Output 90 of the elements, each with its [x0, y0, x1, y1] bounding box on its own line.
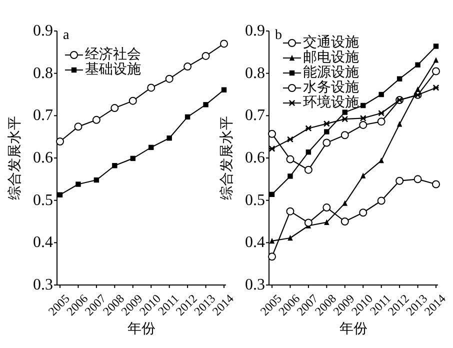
x-axis-title: 年份 — [340, 321, 368, 337]
point — [415, 62, 420, 68]
point — [359, 120, 368, 129]
point — [378, 110, 385, 116]
point — [128, 96, 137, 105]
point — [286, 136, 294, 143]
legend-label: 水务设施 — [303, 80, 359, 96]
point — [396, 121, 402, 127]
x-axis-title: 年份 — [128, 321, 156, 337]
point — [415, 86, 420, 92]
point — [286, 155, 294, 164]
point — [360, 114, 366, 122]
legend-label: 环境设施 — [303, 94, 359, 110]
point — [304, 218, 312, 227]
legend-label: 邮电设施 — [303, 50, 359, 66]
point — [342, 200, 348, 206]
point — [94, 177, 100, 183]
y-tick-label: 0.4 — [245, 234, 265, 252]
point — [288, 174, 293, 179]
chart-title: a — [63, 28, 70, 43]
point — [360, 102, 366, 108]
y-tick-label: 0.9 — [33, 22, 53, 40]
point — [288, 234, 293, 241]
point — [359, 208, 368, 217]
legend-label: 交通设施 — [303, 34, 359, 50]
point — [378, 157, 384, 164]
chart-title: b — [275, 28, 282, 43]
point — [268, 252, 276, 261]
point — [202, 52, 210, 60]
point — [269, 238, 275, 244]
point — [304, 166, 312, 174]
legend-label: 基础设施 — [85, 62, 141, 78]
point — [342, 110, 348, 115]
y-tick-label: 0.8 — [33, 64, 53, 82]
y-tick-label: 0.4 — [33, 234, 53, 252]
point — [433, 57, 439, 63]
point — [414, 175, 422, 184]
y-tick-label: 0.6 — [33, 150, 53, 166]
point — [268, 130, 276, 138]
point — [74, 122, 82, 131]
point — [184, 62, 192, 71]
point — [112, 163, 118, 168]
y-tick-label: 0.7 — [33, 107, 53, 124]
point — [184, 114, 190, 120]
point — [340, 218, 349, 226]
point — [220, 40, 228, 48]
y-tick-label: 0.8 — [245, 64, 265, 82]
point — [340, 131, 349, 140]
point — [56, 137, 64, 146]
point — [110, 104, 119, 112]
point — [148, 144, 154, 150]
y-axis-title: 综合发展水平 — [7, 116, 23, 200]
point — [165, 74, 174, 83]
point — [324, 129, 330, 134]
point — [322, 204, 331, 212]
y-tick-label: 0.7 — [245, 107, 265, 124]
legend-label: 经济社会 — [85, 46, 141, 62]
point — [130, 156, 136, 162]
legend-label: 能源设施 — [303, 64, 359, 80]
point — [166, 136, 172, 141]
point — [396, 76, 402, 82]
point — [57, 192, 63, 198]
point — [342, 116, 348, 122]
point — [360, 172, 366, 178]
point — [322, 138, 331, 147]
point — [269, 192, 275, 198]
point — [147, 84, 156, 92]
y-tick-label: 0.5 — [33, 192, 53, 209]
point — [221, 87, 227, 92]
point — [306, 149, 312, 155]
point — [377, 118, 386, 126]
point — [305, 125, 312, 132]
point — [323, 120, 330, 127]
y-tick-label: 0.6 — [245, 150, 265, 166]
point — [378, 92, 384, 98]
y-tick-label: 0.5 — [245, 192, 265, 209]
y-tick-label: 0.3 — [33, 276, 53, 294]
point — [203, 102, 208, 108]
point — [432, 180, 440, 188]
point — [377, 196, 386, 205]
point — [433, 44, 439, 49]
point — [286, 207, 294, 216]
point — [324, 219, 330, 225]
y-axis-title: 综合发展水平 — [219, 116, 235, 200]
point — [76, 182, 81, 187]
point — [92, 116, 100, 124]
y-tick-label: 0.3 — [245, 276, 265, 294]
point — [396, 176, 404, 185]
point — [432, 67, 440, 76]
y-tick-label: 0.9 — [245, 22, 265, 40]
